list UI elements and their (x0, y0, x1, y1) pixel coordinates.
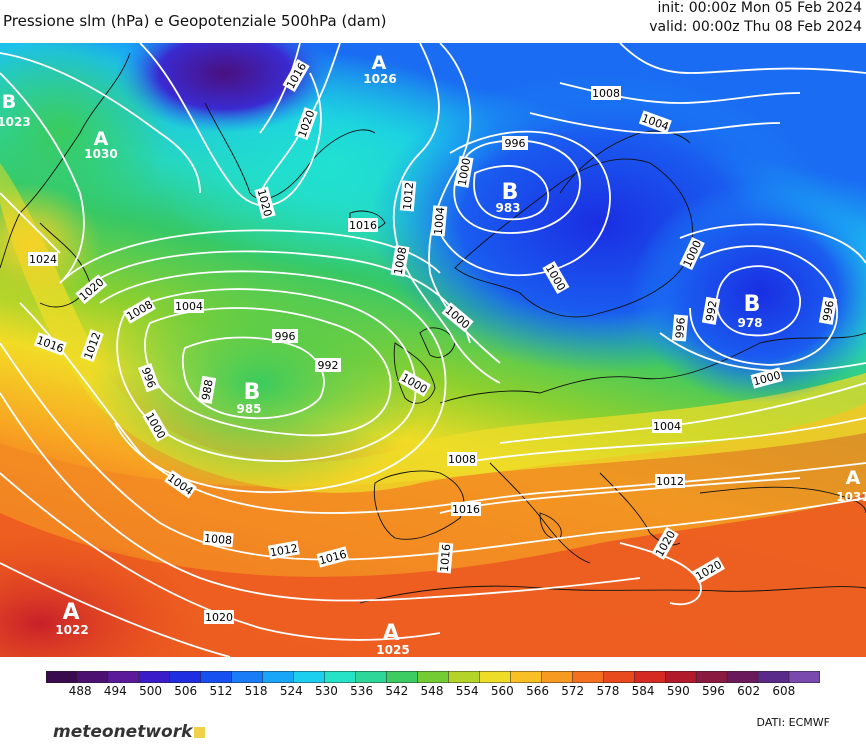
isobar-label: 1008 (204, 532, 233, 547)
center-value: 1031 (836, 490, 866, 504)
scale-swatch (788, 671, 820, 683)
scale-swatch (76, 671, 109, 683)
color-scale-labels: 488 494 500 506 512 518 524 530 536 542 548 554 560 5… (46, 684, 820, 702)
isobar-label: 1008 (392, 246, 410, 276)
isobar-label: 1012 (269, 542, 299, 560)
scale-tick-label: 566 (526, 684, 549, 698)
scale-tick-label: 512 (209, 684, 233, 698)
scale-swatch (293, 671, 325, 683)
center-letter: B (502, 180, 519, 205)
isobar-label: 1016 (349, 219, 377, 232)
center-value: 1022 (55, 623, 88, 637)
scale-tick-label: 608 (772, 684, 796, 698)
center-value: 1025 (376, 643, 409, 657)
scale-tick-label: 542 (385, 684, 409, 698)
isobar-label: 1012 (656, 475, 684, 488)
scale-swatch (726, 671, 759, 683)
center-value: 985 (236, 402, 261, 416)
isobar-label: 996 (505, 137, 526, 150)
scale-swatch (355, 671, 387, 683)
isobar-label: 1024 (29, 253, 57, 266)
scale-swatch (231, 671, 263, 683)
scale-swatch (448, 671, 480, 683)
data-source: DATI: ECMWF (756, 716, 830, 729)
scale-swatch (169, 671, 201, 683)
isobar-label: 988 (199, 378, 215, 401)
scale-tick-label: 554 (455, 684, 479, 698)
center-letter: A (62, 600, 79, 625)
meteonetwork-logo: meteonetwork (53, 722, 206, 742)
scale-tick-label: 578 (596, 684, 620, 698)
scale-swatch (665, 671, 697, 683)
center-value: 978 (737, 316, 762, 330)
scale-swatch (386, 671, 418, 683)
center-letter: A (372, 52, 387, 74)
scale-tick-label: 590 (666, 684, 690, 698)
scale-swatch (107, 671, 140, 683)
scale-swatch (634, 671, 666, 683)
scale-swatch (479, 671, 511, 683)
isobar-label: 996 (275, 330, 296, 343)
scale-tick-label: 488 (68, 684, 92, 698)
pressure-centers: B 1023 A 1030 A 1026 B 983 B 985 B 978 A… (0, 52, 866, 657)
scale-swatch (757, 671, 790, 683)
center-value: 1026 (363, 72, 396, 86)
scale-swatch (572, 671, 604, 683)
scale-tick-label: 518 (244, 684, 268, 698)
scale-swatch (262, 671, 294, 683)
scale-swatch (695, 671, 728, 683)
scale-tick-label: 500 (139, 684, 162, 698)
isobar-label: 996 (820, 299, 836, 322)
isobar-label: 1004 (432, 206, 447, 235)
center-letter: A (846, 467, 861, 489)
color-scale-bar (46, 671, 820, 683)
center-letter: A (94, 128, 109, 150)
center-letter: B (2, 91, 16, 113)
chart-title: Pressione slm (hPa) e Geopotenziale 500h… (3, 12, 387, 30)
center-value: 983 (495, 201, 520, 215)
center-letter: B (744, 292, 761, 317)
center-letter: A (382, 621, 399, 646)
isobar-label: 1000 (456, 157, 474, 187)
scale-swatch (541, 671, 573, 683)
isobar-label: 1004 (653, 420, 681, 433)
scale-swatch (510, 671, 542, 683)
scale-tick-label: 530 (315, 684, 338, 698)
isobar-label: 992 (318, 359, 339, 372)
isobar-label: 1016 (452, 503, 480, 516)
center-value: 1030 (84, 147, 117, 161)
isobar-label: 1008 (448, 453, 476, 466)
scale-tick-label: 506 (174, 684, 198, 698)
scale-swatch (417, 671, 449, 683)
center-letter: B (244, 380, 261, 405)
scale-tick-label: 494 (103, 684, 127, 698)
init-time: init: 00:00z Mon 05 Feb 2024 (657, 0, 862, 16)
scale-tick-label: 602 (737, 684, 761, 698)
scale-tick-label: 524 (279, 684, 303, 698)
valid-time: valid: 00:00z Thu 08 Feb 2024 (649, 19, 862, 35)
isobar-label: 1016 (438, 543, 453, 572)
isobar-label: 996 (673, 317, 688, 339)
weather-map: 1016 1020 1020 1016 1012 996 1000 1004 1… (0, 43, 866, 657)
scale-tick-label: 548 (420, 684, 444, 698)
scale-tick-label: 584 (631, 684, 655, 698)
scale-tick-label: 572 (561, 684, 585, 698)
scale-swatch (46, 671, 78, 683)
isobar-label: 1004 (175, 300, 203, 313)
scale-tick-label: 596 (702, 684, 725, 698)
scale-swatch (200, 671, 232, 683)
isobar-label: 1020 (205, 611, 233, 624)
isobar-lines (0, 43, 866, 657)
isobar-label: 1008 (592, 87, 620, 100)
scale-swatch (138, 671, 171, 683)
scale-swatch (324, 671, 356, 683)
scale-tick-label: 536 (350, 684, 374, 698)
scale-swatch (603, 671, 635, 683)
run-info: init: 00:00z Mon 05 Feb 2024 valid: 00:0… (649, 0, 862, 37)
isobar-label: 992 (703, 299, 719, 322)
isobar-label: 1012 (401, 181, 416, 210)
center-value: 1023 (0, 115, 31, 129)
scale-tick-label: 560 (490, 684, 514, 698)
